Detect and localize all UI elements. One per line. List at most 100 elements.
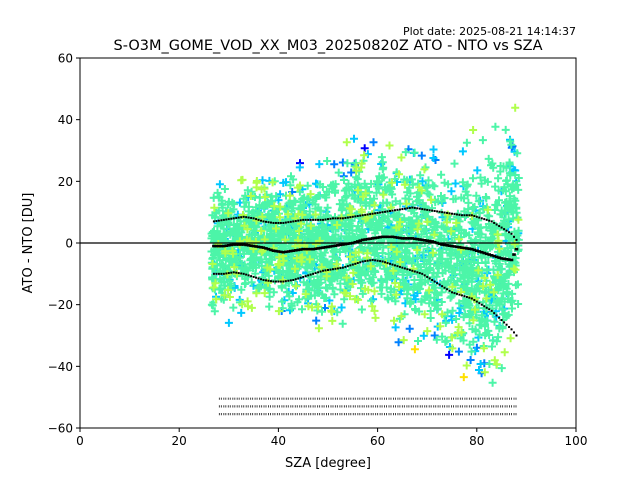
series-point [415,237,420,241]
series-point [395,236,400,239]
series-point [358,239,363,242]
series-point [426,275,429,278]
series-point [220,219,223,222]
series-point [302,275,305,278]
y-tick-label: 40 [58,113,73,127]
series-point [249,244,253,247]
series-point [478,302,481,305]
series-point [411,269,414,272]
series-point [376,259,379,262]
series-point [475,249,479,253]
series-point [515,238,518,241]
series-point [386,262,389,265]
series-point [512,253,516,256]
series-point [237,272,240,275]
series-point [267,279,270,282]
series-point [389,210,391,213]
series-point [277,280,280,283]
series-point [282,221,285,224]
series-point [245,273,248,276]
series-point [499,257,504,260]
series-point [312,272,315,275]
series-point [252,217,255,220]
series-point [351,215,354,218]
axes: 0 20 40 60 80 100 60 40 20 0 −20 −40 −60 [48,52,588,449]
series-point [406,268,409,271]
series-point [262,220,265,223]
series-point [451,212,453,215]
series-point [443,286,446,289]
series-point [269,221,272,224]
series-point [353,240,358,244]
series-point [329,268,332,271]
series-point [393,264,396,267]
series-point [339,267,342,270]
series-point [401,266,404,269]
series-point [279,250,283,254]
series-point [232,217,235,220]
series-point [303,247,308,251]
series-point [336,244,340,247]
series-point [418,272,421,275]
series-point [391,209,394,212]
series-point [240,272,243,275]
series-point [341,266,344,269]
series-point [266,247,271,251]
annotation-rows [218,397,517,416]
series-point [222,272,225,275]
series-point [269,248,273,252]
series-point [318,246,323,250]
series-point [322,218,325,221]
series-point [413,237,417,241]
series-point [398,236,402,240]
series-point [437,242,442,246]
series-point [294,220,297,223]
series-point [385,235,390,239]
scatter-cloud [207,103,523,387]
series-point [366,213,369,216]
series-point [446,211,449,214]
series-point [225,272,228,275]
series-point [493,312,496,315]
series-point [396,208,399,211]
series-point [460,294,463,297]
series-point [346,216,349,219]
y-tick-label: −20 [48,298,73,312]
series-point [451,291,453,294]
series-point [383,235,387,239]
series-point [251,244,256,248]
series-point [465,247,469,250]
series-point [217,244,221,248]
series-point [375,236,380,239]
series-point [458,213,461,216]
series-point [308,247,313,251]
series-point [222,244,226,248]
series-point [500,319,503,322]
series-point [364,213,367,216]
series-point [452,245,457,248]
x-tick-label: 40 [271,434,286,448]
series-point [333,244,338,247]
series-point [307,218,310,221]
series-point [255,218,258,221]
series-point [257,218,260,221]
series-point [269,280,272,283]
series-point [297,277,300,280]
series-point [230,217,233,220]
series-point [286,250,291,253]
series-point [470,247,474,251]
series-point [423,274,426,277]
series-point [324,269,327,272]
series-point [433,210,436,213]
series-point [229,243,234,247]
series-point [306,247,310,251]
series-point [271,249,276,253]
series-point [351,263,354,266]
series-point [416,207,419,210]
series-point [247,216,250,219]
series-point [485,306,488,309]
series-point [334,267,337,270]
series-point [378,235,382,239]
series-point [360,238,365,242]
series-point [508,326,511,329]
